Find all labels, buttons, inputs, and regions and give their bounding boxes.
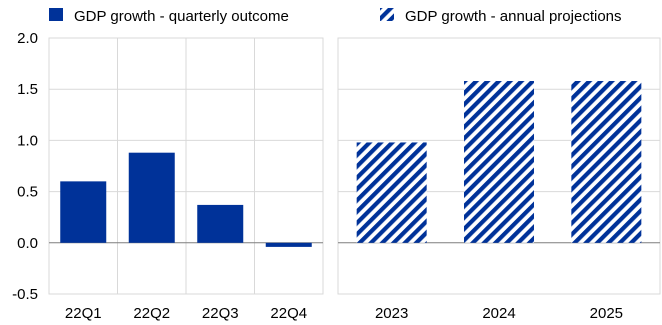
bar-2024	[464, 81, 534, 243]
legend-label-annual: GDP growth - annual projections	[405, 8, 622, 25]
y-tick-label: 1.0	[17, 132, 38, 149]
legend: GDP growth - quarterly outcome GDP growt…	[49, 8, 622, 25]
bar-22q1	[60, 181, 107, 243]
x-tick-label-2024: 2024	[482, 305, 515, 322]
bar-22q2	[128, 152, 175, 243]
x-tick-label-22q4: 22Q4	[270, 305, 307, 322]
y-tick-label: 1.5	[17, 81, 38, 98]
y-tick-label: 0.5	[17, 184, 38, 201]
y-tick-label: -0.5	[12, 286, 38, 303]
x-tick-label-22q3: 22Q3	[202, 305, 239, 322]
bar-2025	[571, 81, 642, 243]
bar-22q4	[265, 242, 312, 247]
legend-swatch-quarterly	[49, 8, 63, 21]
y-tick-label: 2.0	[17, 30, 38, 47]
bars-layer	[60, 81, 642, 247]
x-tick-label-2023: 2023	[375, 305, 408, 322]
bar-22q3	[197, 204, 244, 243]
labels-layer: 2.0 1.5 1.0 0.5 0.0 -0.5 22Q1 22Q2 22Q3 22Q4 2023 2…	[12, 30, 623, 322]
x-tick-label-2025: 2025	[590, 305, 623, 322]
bar-2023	[356, 142, 427, 243]
right-panel-frame	[337, 37, 661, 295]
legend-swatch-annual	[380, 8, 394, 21]
x-tick-label-22q2: 22Q2	[133, 305, 170, 322]
y-tick-label: 0.0	[17, 235, 38, 252]
legend-label-quarterly: GDP growth - quarterly outcome	[74, 8, 289, 25]
x-tick-label-22q1: 22Q1	[65, 305, 102, 322]
